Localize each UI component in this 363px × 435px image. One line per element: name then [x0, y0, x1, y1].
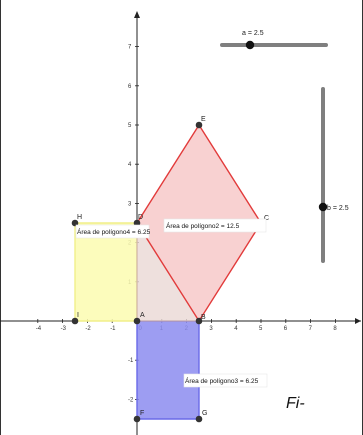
point-f-label: F: [140, 410, 144, 417]
area-poligono4-text: Área de polígono4 = 6.25: [77, 227, 151, 236]
x-tick-label: -1: [110, 326, 116, 332]
point-g-label: G: [202, 410, 207, 417]
polygon3-square[interactable]: [136, 320, 200, 420]
y-tick-label: -2: [128, 397, 134, 403]
y-tick-label: 4: [128, 162, 132, 168]
point-a[interactable]: [133, 317, 141, 325]
y-tick-label: 3: [128, 201, 132, 207]
point-i-label: I: [77, 312, 79, 319]
area-poligono2-text: Área de polígono2 = 12.5: [166, 221, 240, 230]
x-tick-label: 7: [309, 326, 313, 332]
point-d-label: D: [138, 214, 143, 221]
point-c-label: C: [264, 215, 269, 222]
slider-b-handle[interactable]: [318, 202, 328, 212]
point-a-label: A: [140, 312, 145, 319]
y-axis-arrow-icon: [134, 11, 140, 18]
slider-b[interactable]: b = 2.5: [318, 87, 349, 263]
point-f[interactable]: [133, 415, 141, 423]
x-tick-label: 6: [284, 326, 288, 332]
x-axis-arrow-icon: [355, 318, 361, 324]
area-label-poligono3: Área de polígono3 = 6.25: [183, 373, 268, 388]
x-tick-label: -2: [85, 326, 91, 332]
slider-b-label: b = 2.5: [327, 205, 349, 212]
slider-a-handle[interactable]: [245, 40, 255, 50]
left-border: [0, 0, 1, 435]
point-e[interactable]: [195, 121, 203, 129]
x-tick-label: 8: [333, 326, 337, 332]
point-e-label: E: [201, 116, 206, 123]
area-label-poligono2: Área de polígono2 = 12.5: [163, 218, 267, 233]
y-tick-label: 7: [128, 45, 132, 51]
x-tick-label: 3: [209, 326, 213, 332]
point-i[interactable]: [71, 317, 79, 325]
slider-a[interactable]: a = 2.5: [220, 30, 328, 50]
x-tick-label: 4: [234, 326, 238, 332]
point-b[interactable]: [195, 317, 203, 325]
caption-text: Fi-: [286, 395, 305, 412]
area-label-poligono4: Área de polígono4 = 6.25: [75, 224, 151, 239]
slider-a-label: a = 2.5: [242, 30, 264, 37]
point-b-label: B: [201, 314, 206, 321]
y-tick-label: 5: [128, 123, 132, 129]
point-h-label: H: [77, 214, 82, 221]
x-tick-label: -4: [36, 326, 42, 332]
y-tick-label: -1: [128, 358, 134, 364]
point-h[interactable]: [71, 219, 79, 227]
area-poligono3-text: Área de polígono3 = 6.25: [185, 376, 259, 385]
x-tick-label: 5: [259, 326, 263, 332]
point-g[interactable]: [195, 415, 203, 423]
x-tick-label: -3: [61, 326, 67, 332]
point-d[interactable]: [133, 219, 141, 227]
y-tick-label: 6: [128, 84, 132, 90]
